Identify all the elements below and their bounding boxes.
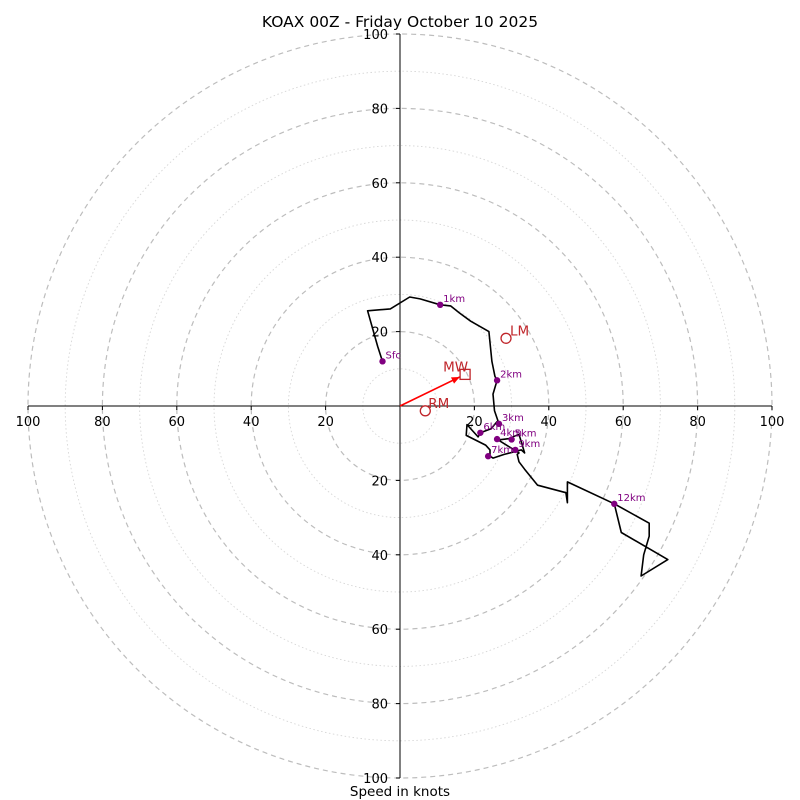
x-tick-label: 40 <box>541 415 558 430</box>
right-mover-label: RM <box>428 396 449 412</box>
x-tick-label: 20 <box>317 415 334 430</box>
x-tick-labels: 100 80 60 40 20 20 40 60 80 100 <box>16 406 785 430</box>
height-marker-dot <box>512 446 519 454</box>
x-tick-label: 60 <box>169 415 186 430</box>
height-marker-label: Sfc <box>386 350 401 361</box>
x-tick-label: 100 <box>760 415 785 430</box>
height-marker-dot <box>611 500 618 508</box>
x-axis-label: Speed in knots <box>350 784 450 800</box>
mean-wind-label: MW <box>443 359 468 375</box>
x-tick-label: 80 <box>94 415 111 430</box>
mean-wind-marker <box>459 368 471 381</box>
height-marker-dot <box>379 358 386 365</box>
height-marker-label: 6km <box>483 422 505 433</box>
y-tick-label: 60 <box>371 177 388 192</box>
x-tick-label: 20 <box>466 415 483 430</box>
height-marker-label: 1km <box>443 294 465 305</box>
y-tick-label: 40 <box>371 549 388 564</box>
storm-motion: MW LM RM <box>399 323 529 417</box>
x-tick-label: 40 <box>243 415 260 430</box>
right-mover-marker <box>419 405 431 417</box>
y-tick-label: 60 <box>371 623 388 638</box>
height-marker-label: 7km <box>491 445 513 456</box>
x-tick-label: 80 <box>689 415 706 430</box>
height-marker-dot <box>477 429 484 436</box>
height-marker-dot <box>484 453 492 460</box>
x-tick-label: 60 <box>615 415 632 430</box>
height-marker-dot <box>493 377 501 384</box>
height-marker-dot <box>493 435 501 443</box>
chart-title: KOAX 00Z - Friday October 10 2025 <box>262 13 538 31</box>
height-marker-label: 2km <box>500 369 522 380</box>
height-marker-label: 9km <box>518 439 540 450</box>
y-tick-label: 100 <box>363 28 388 43</box>
mean-wind-arrowhead <box>450 377 460 384</box>
hodograph-line <box>366 296 669 577</box>
height-marker-label: 12km <box>617 493 645 504</box>
y-tick-label: 100 <box>363 772 388 787</box>
left-mover-marker <box>500 332 512 344</box>
y-tick-label: 80 <box>371 698 388 713</box>
x-tick-label: 100 <box>16 415 41 430</box>
height-marker-dot <box>495 420 503 428</box>
hodograph-series <box>366 296 669 577</box>
mean-wind-vector <box>399 376 461 407</box>
y-tick-label: 40 <box>371 251 388 266</box>
height-marker-label: 5km <box>515 428 537 439</box>
height-marker-label: 4km <box>500 428 522 439</box>
y-tick-label: 20 <box>371 474 388 489</box>
left-mover-label: LM <box>510 323 529 339</box>
y-tick-label: 80 <box>371 102 388 117</box>
height-marker-label: 3km <box>502 413 524 424</box>
height-marker-dot <box>436 301 444 309</box>
height-marker-dot <box>508 436 515 443</box>
